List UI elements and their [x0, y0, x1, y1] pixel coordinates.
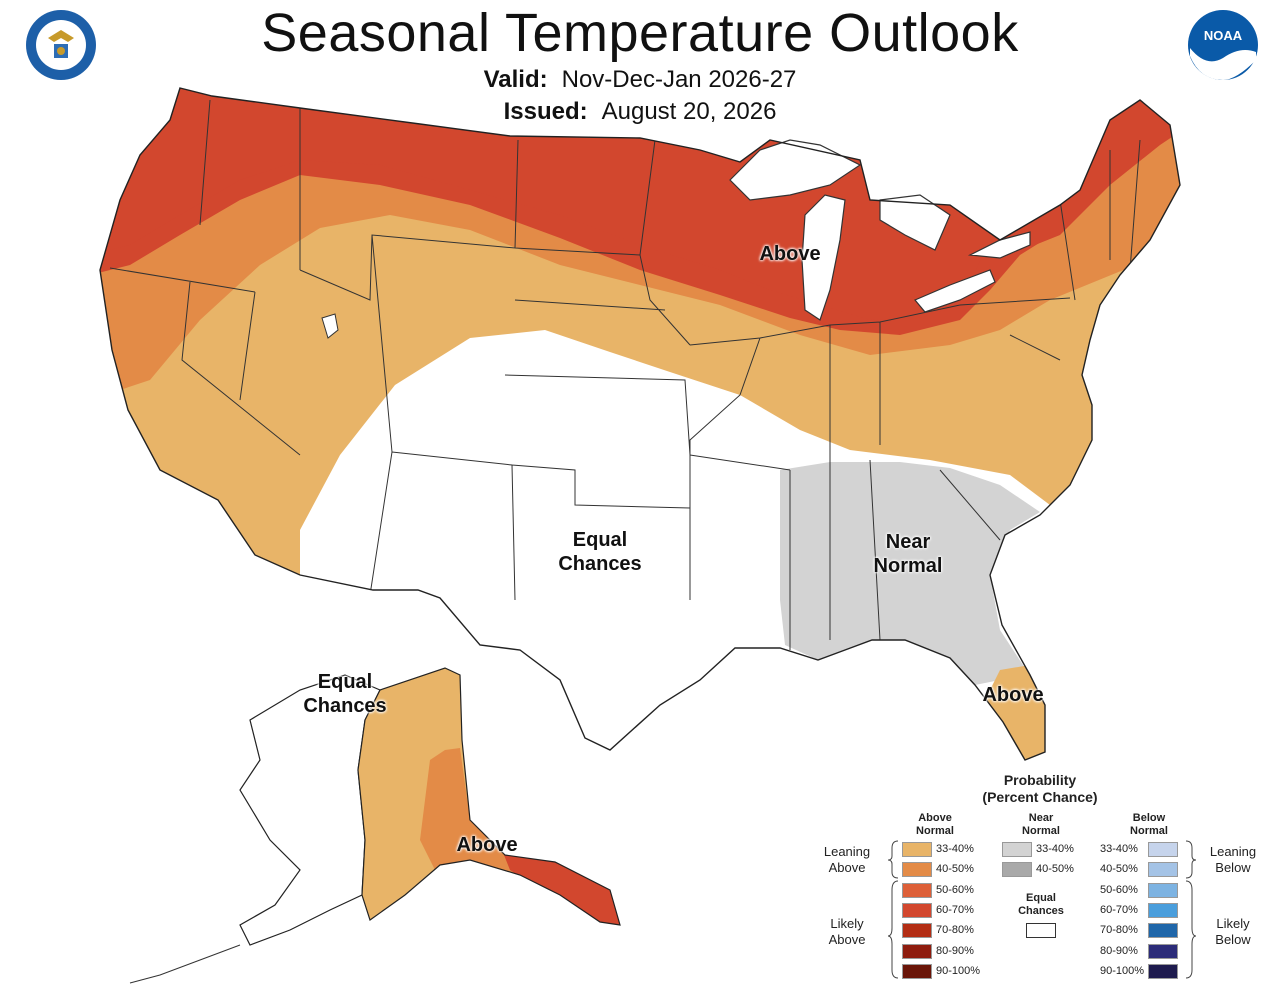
- legend-below-range-3: 60-70%: [1100, 903, 1138, 916]
- label-equal-chances: Equal Chances: [558, 529, 642, 575]
- legend-below-swatch-3: [1148, 902, 1178, 918]
- zone-florida-above: [985, 665, 1045, 760]
- legend-near-swatch-0: [1002, 842, 1032, 857]
- aleutian-islands: [129, 944, 241, 984]
- issued-label: Issued:: [503, 98, 588, 125]
- legend: Probability (Percent Chance) Above Norma…: [800, 768, 1270, 983]
- lake-ontario: [967, 231, 1031, 259]
- label-near-normal: Near Normal: [873, 531, 943, 577]
- legend-below-swatch-1: [1148, 862, 1178, 878]
- legend-title: Probability (Percent Chance): [982, 772, 1098, 805]
- noaa-logo: NOAA: [1186, 8, 1260, 87]
- legend-below-range-0: 33-40%: [1100, 843, 1138, 855]
- legend-below-head: Below Normal: [1130, 812, 1168, 837]
- alaska-above-60-70: [500, 845, 620, 925]
- legend-near-range-1: 40-50%: [1036, 863, 1074, 876]
- legend-above-range-3: 60-70%: [936, 903, 974, 916]
- great-lakes: [321, 139, 1031, 339]
- great-salt-lake: [321, 313, 339, 339]
- legend-near-head: Near Normal: [1022, 812, 1060, 837]
- lake-michigan: [801, 194, 846, 321]
- lake-superior: [729, 139, 862, 201]
- legend-likely-above: Likely Above: [828, 916, 866, 947]
- label-above-north: Above: [759, 243, 821, 265]
- legend-below-swatch-6: [1148, 963, 1178, 979]
- label-alaska-above: Above: [456, 834, 518, 856]
- legend-below-swatch-2: [1148, 882, 1178, 898]
- valid-line: Valid: Nov-Dec-Jan 2026-27: [0, 66, 1280, 94]
- legend-likely-below: Likely Below: [1215, 916, 1251, 947]
- alaska-west: [239, 674, 381, 946]
- conus-outline: [99, 87, 1181, 761]
- legend-below-range-2: 50-60%: [1100, 883, 1138, 896]
- legend-above-swatch-1: [902, 862, 932, 878]
- legend-above-range-2: 50-60%: [936, 883, 974, 896]
- legend-above-swatch-5: [902, 943, 932, 959]
- legend-below-range-1: 40-50%: [1100, 863, 1138, 876]
- legend-above-range-6: 90-100%: [936, 964, 981, 977]
- alaska-outline: [357, 667, 621, 926]
- zone-near-normal: [780, 462, 1040, 685]
- legend-near-swatch-1: [1002, 862, 1032, 878]
- legend-equal-swatch: [1026, 923, 1056, 938]
- lake-huron: [879, 194, 951, 251]
- legend-above-swatch-2: [902, 882, 932, 898]
- legend-above-head: Above Normal: [916, 812, 954, 837]
- legend-near-range-0: 33-40%: [1036, 843, 1074, 855]
- legend-above-swatch-4: [902, 923, 932, 939]
- legend-above-swatch-0: [902, 842, 932, 857]
- legend-above-range-0: 33-40%: [936, 843, 974, 855]
- issued-value: August 20, 2026: [601, 98, 777, 125]
- page-title: Seasonal Temperature Outlook: [261, 3, 1019, 63]
- legend-leaning-below: Leaning Below: [1209, 844, 1257, 875]
- legend-below-swatch-0: [1148, 842, 1178, 857]
- valid-label: Valid:: [483, 66, 548, 93]
- legend-above-range-1: 40-50%: [936, 863, 974, 876]
- legend-above-range-5: 80-90%: [936, 944, 974, 957]
- commerce-seal-icon: [26, 10, 96, 80]
- legend-below-swatch-4: [1148, 923, 1178, 939]
- label-alaska-equal-chances: Equal Chances: [303, 671, 387, 717]
- legend-below-range-5: 80-90%: [1100, 944, 1138, 957]
- legend-equal-head: Equal Chances: [1018, 892, 1064, 917]
- legend-below-swatch-5: [1148, 943, 1178, 959]
- legend-braces: [887, 840, 1197, 979]
- legend-below-range-6: 90-100%: [1100, 964, 1145, 977]
- legend-above-swatch-6: [902, 963, 932, 979]
- legend-above-swatch-3: [902, 902, 932, 918]
- legend-leaning-above: Leaning Above: [823, 844, 871, 875]
- valid-value: Nov-Dec-Jan 2026-27: [561, 66, 797, 93]
- label-above-florida: Above: [982, 684, 1044, 706]
- noaa-icon: NOAA: [1188, 10, 1258, 80]
- noaa-text: NOAA: [1204, 28, 1243, 43]
- legend-below-range-4: 70-80%: [1100, 924, 1138, 937]
- commerce-seal-logo: [24, 8, 98, 87]
- legend-above-range-4: 70-80%: [936, 924, 974, 937]
- issued-line: Issued: August 20, 2026: [0, 98, 1280, 126]
- state-borders: [109, 99, 1141, 650]
